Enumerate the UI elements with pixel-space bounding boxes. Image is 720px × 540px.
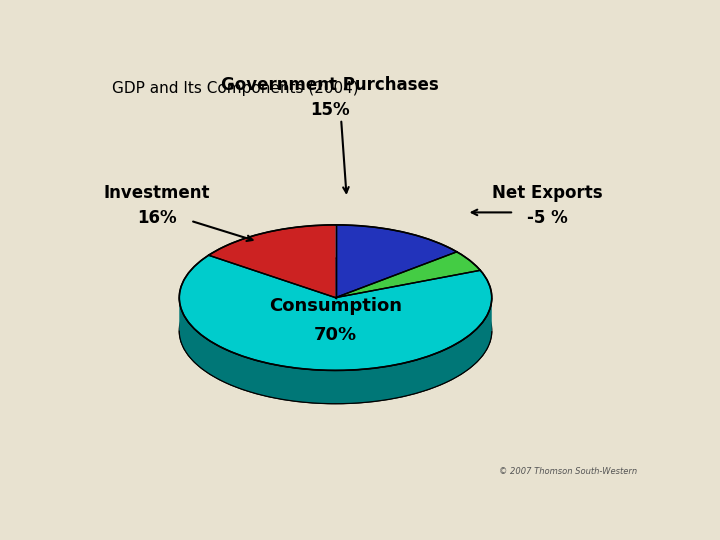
Polygon shape	[336, 252, 480, 298]
Text: Consumption: Consumption	[269, 297, 402, 315]
Text: GDP and Its Components (2004): GDP and Its Components (2004)	[112, 82, 359, 97]
Text: 15%: 15%	[310, 101, 350, 119]
Text: -5 %: -5 %	[527, 209, 568, 227]
Text: 70%: 70%	[314, 326, 357, 344]
Polygon shape	[179, 255, 492, 370]
Polygon shape	[209, 225, 336, 298]
Text: Government Purchases: Government Purchases	[221, 76, 438, 94]
Text: © 2007 Thomson South-Western: © 2007 Thomson South-Western	[499, 468, 637, 476]
Ellipse shape	[179, 258, 492, 404]
Polygon shape	[179, 298, 492, 404]
Text: Net Exports: Net Exports	[492, 184, 603, 202]
Polygon shape	[336, 225, 457, 298]
Text: Investment: Investment	[104, 184, 210, 202]
Text: 16%: 16%	[137, 209, 177, 227]
